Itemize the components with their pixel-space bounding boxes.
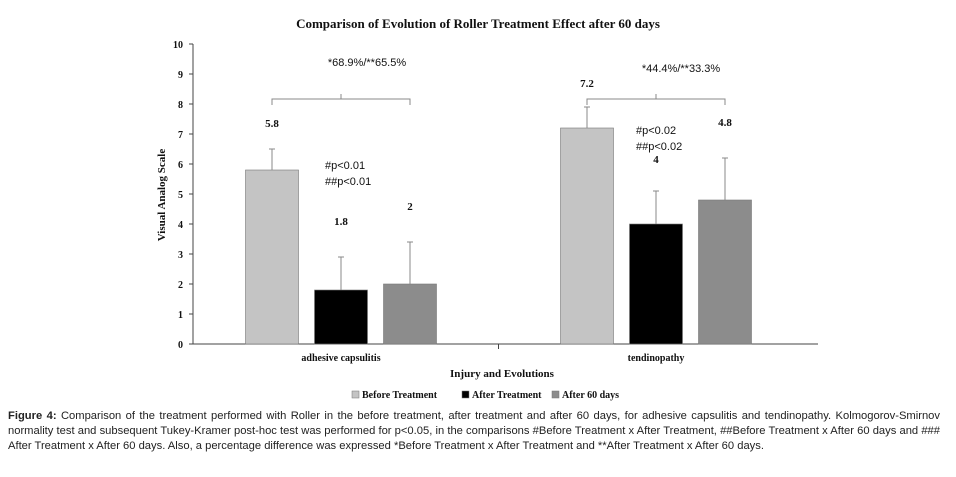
legend-swatch — [351, 390, 360, 399]
p-value-annotation: ##p<0.01 — [325, 176, 371, 188]
legend-label: After 60 days — [562, 390, 619, 401]
bar — [560, 127, 614, 345]
y-tick-label: 8 — [178, 100, 183, 111]
figure-caption: Figure 4: Comparison of the treatment pe… — [8, 409, 940, 454]
data-label: 4.8 — [718, 117, 732, 129]
x-axis-label: Injury and Evolutions — [450, 368, 555, 380]
y-tick-label: 10 — [173, 40, 183, 51]
caption-text: Comparison of the treatment performed wi… — [8, 410, 940, 452]
data-label: 4 — [653, 154, 659, 166]
legend: Before Treatment After Treatment After 60 … — [351, 390, 619, 401]
legend-label: Before Treatment — [362, 390, 438, 401]
legend-label: After Treatment — [472, 390, 542, 401]
caption-label: Figure 4: — [8, 410, 57, 422]
p-value-annotation: ##p<0.02 — [636, 141, 682, 153]
legend-swatch — [461, 390, 470, 399]
data-label: 2 — [407, 201, 413, 213]
x-tick-label: tendinopathy — [628, 353, 685, 364]
bar — [629, 223, 683, 345]
p-value-annotation: #p<0.01 — [325, 160, 365, 172]
p-value-annotation: #p<0.02 — [636, 125, 676, 137]
plot-area: 0 1 2 3 4 5 6 7 8 9 10 adhesive capsulitis tendinopa… — [173, 40, 818, 364]
significance-bracket — [586, 98, 726, 105]
x-tick-label: adhesive capsulitis — [301, 353, 380, 364]
y-axis-label: Visual Analog Scale — [156, 149, 168, 242]
data-label: 7.2 — [580, 78, 594, 90]
y-tick-label: 0 — [178, 340, 183, 351]
y-tick-label: 7 — [178, 130, 183, 141]
y-tick-label: 3 — [178, 250, 183, 261]
y-tick-label: 2 — [178, 280, 183, 291]
y-tick-label: 9 — [178, 70, 183, 81]
bar — [314, 289, 368, 345]
y-tick-label: 6 — [178, 160, 183, 171]
data-label: 5.8 — [265, 118, 279, 130]
significance-bracket — [271, 98, 411, 105]
chart-title: Comparison of Evolution of Roller Treatm… — [296, 16, 660, 31]
bar-chart: Comparison of Evolution of Roller Treatm… — [156, 16, 818, 401]
legend-swatch — [551, 390, 560, 399]
bar — [245, 169, 299, 345]
bar — [698, 199, 752, 345]
percent-annotation: *44.4%/**33.3% — [642, 63, 720, 75]
bar — [383, 283, 437, 345]
data-label: 1.8 — [334, 216, 348, 228]
y-tick-label: 1 — [178, 310, 183, 321]
y-tick-label: 5 — [178, 190, 183, 201]
percent-annotation: *68.9%/**65.5% — [328, 57, 406, 69]
y-tick-label: 4 — [178, 220, 183, 231]
